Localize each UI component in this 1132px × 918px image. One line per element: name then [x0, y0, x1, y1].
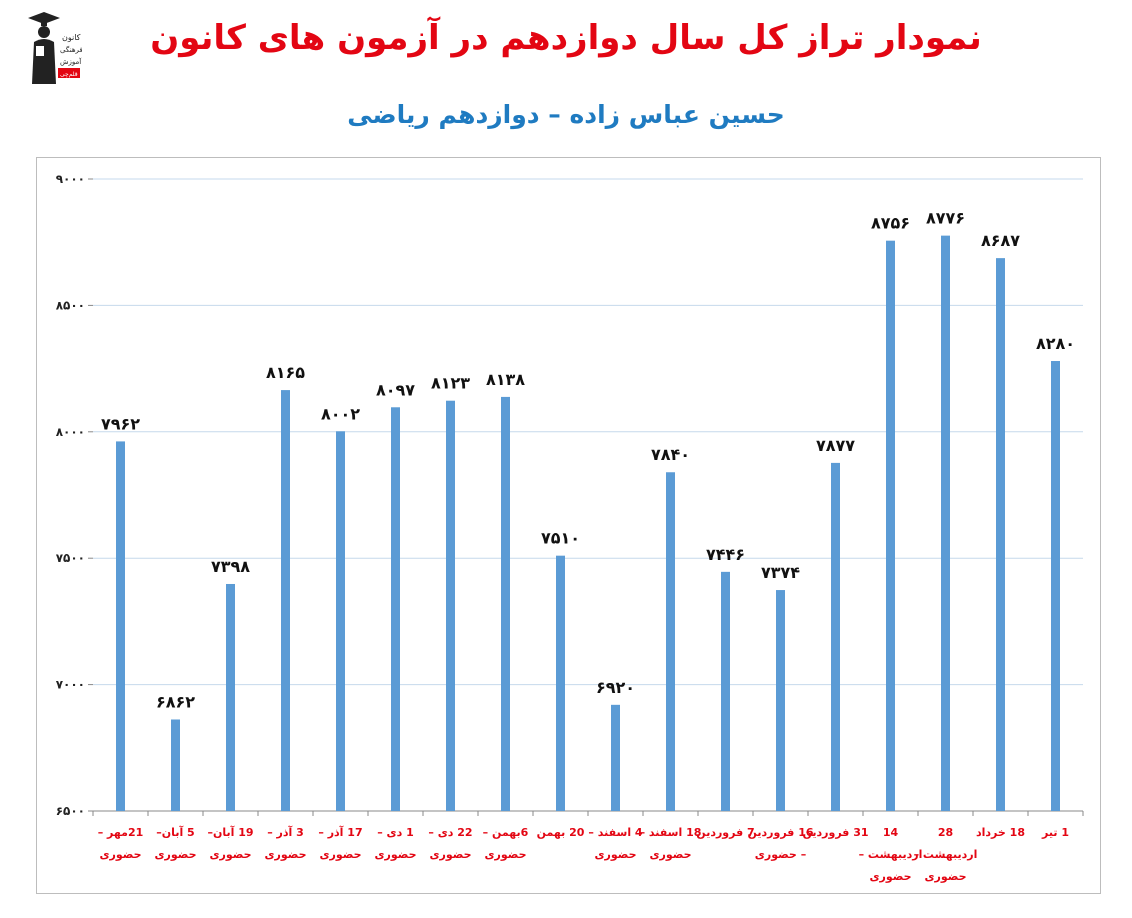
data-label: ۷۵۱۰: [541, 529, 580, 548]
category-label: 1 تیر: [1041, 826, 1069, 839]
category-label: 20 بهمن: [537, 826, 585, 839]
logo-line-3: آموزش: [60, 57, 82, 66]
y-tick-label: ۸۰۰۰: [56, 425, 85, 439]
category-label: 31 فروردین: [802, 826, 868, 839]
category-label: 17 آذر – حضوری: [318, 825, 362, 861]
category-label: 22 دی – حضوری: [428, 826, 472, 861]
bar: [886, 240, 895, 811]
category-label: 18 اسفند – حضوری: [640, 826, 702, 861]
data-label: ۸۷۵۶: [871, 214, 910, 233]
data-label: ۶۹۲۰: [596, 678, 635, 697]
data-label: ۷۹۶۲: [101, 414, 140, 433]
bar: [941, 235, 950, 811]
category-label: 3 آذر – حضوری: [264, 825, 306, 861]
category-label: 14 اردیبهشت – حضوری: [859, 826, 923, 883]
y-tick-label: ۷۰۰۰: [56, 678, 85, 692]
data-label: ۷۳۷۴: [761, 563, 800, 582]
logo-line-2: فرهنگی: [60, 45, 82, 54]
data-label: ۸۲۸۰: [1036, 334, 1075, 353]
chart-frame: [36, 157, 1101, 894]
data-label: ۷۳۹۸: [211, 557, 250, 576]
data-label: ۶۸۶۲: [156, 692, 195, 711]
bar: [1051, 361, 1060, 811]
bar: [501, 396, 510, 811]
category-label: 18 خرداد: [976, 826, 1025, 839]
data-label: ۸۰۹۷: [376, 380, 415, 399]
bar: [391, 407, 400, 811]
category-label: 4 اسفند – حضوری: [588, 826, 643, 861]
bar: [226, 583, 235, 811]
bar: [556, 555, 565, 811]
page-title: نمودار تراز کل سال دوازدهم در آزمون های …: [150, 18, 982, 58]
data-label: ۷۸۷۷: [816, 436, 855, 455]
bar: [831, 462, 840, 811]
data-label: ۸۱۳۸: [486, 370, 525, 389]
category-label: 1 دی – حضوری: [374, 826, 416, 861]
kanoon-logo: کانون فرهنگی آموزش قلم‌چی: [22, 12, 83, 86]
bar: [281, 390, 290, 811]
data-label: ۸۷۷۶: [926, 209, 965, 228]
bar: [446, 400, 455, 811]
logo-line-4: قلم‌چی: [60, 71, 78, 78]
y-tick-label: ۷۵۰۰: [56, 551, 85, 565]
bar: [336, 431, 345, 811]
data-label: ۷۸۴۰: [651, 445, 690, 464]
bar: [721, 571, 730, 811]
data-label: ۸۰۰۲: [321, 404, 360, 423]
bar: [996, 258, 1005, 811]
y-tick-label: ۹۰۰۰: [56, 172, 85, 186]
bar: [666, 472, 675, 811]
category-label: 7 فروردین: [696, 826, 754, 839]
category-label: 5 آبان– حضوری: [154, 825, 196, 861]
category-label: 16 فروردین – حضوری: [747, 826, 813, 861]
bar: [116, 441, 125, 811]
data-label: ۸۱۶۵: [266, 363, 305, 382]
bar: [171, 719, 180, 811]
page-subtitle: حسین عباس زاده – دوازدهم ریاضی: [347, 100, 785, 129]
category-label: 21مهر – حضوری: [98, 826, 144, 861]
bar: [611, 704, 620, 811]
category-label: 28 اردیبهشت – حضوری: [914, 826, 978, 883]
category-label: 19 آبان– حضوری: [207, 825, 253, 861]
bar: [776, 590, 785, 811]
y-tick-label: ۸۵۰۰: [56, 298, 85, 312]
data-label: ۸۶۸۷: [981, 231, 1020, 250]
data-label: ۸۱۲۳: [431, 374, 470, 393]
y-tick-label: ۶۵۰۰: [56, 804, 85, 818]
category-label: 6بهمن – حضوری: [483, 826, 529, 861]
data-label: ۷۴۴۶: [706, 545, 745, 564]
logo-line-1: کانون: [62, 33, 81, 42]
